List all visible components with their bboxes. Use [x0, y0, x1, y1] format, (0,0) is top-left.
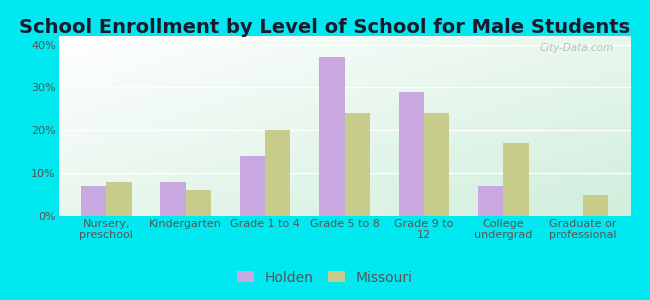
- Bar: [160, 182, 186, 216]
- Bar: [424, 113, 449, 216]
- Legend: Holden, Missouri: Holden, Missouri: [232, 265, 418, 290]
- Bar: [398, 92, 424, 216]
- Bar: [265, 130, 291, 216]
- Bar: [344, 113, 370, 216]
- Text: City-Data.com: City-Data.com: [540, 43, 614, 53]
- Bar: [106, 182, 131, 216]
- Text: School Enrollment by Level of School for Male Students: School Enrollment by Level of School for…: [20, 18, 630, 37]
- Bar: [583, 195, 608, 216]
- Bar: [503, 143, 529, 216]
- Bar: [478, 186, 503, 216]
- Bar: [319, 57, 344, 216]
- Bar: [186, 190, 211, 216]
- Bar: [240, 156, 265, 216]
- Bar: [81, 186, 106, 216]
